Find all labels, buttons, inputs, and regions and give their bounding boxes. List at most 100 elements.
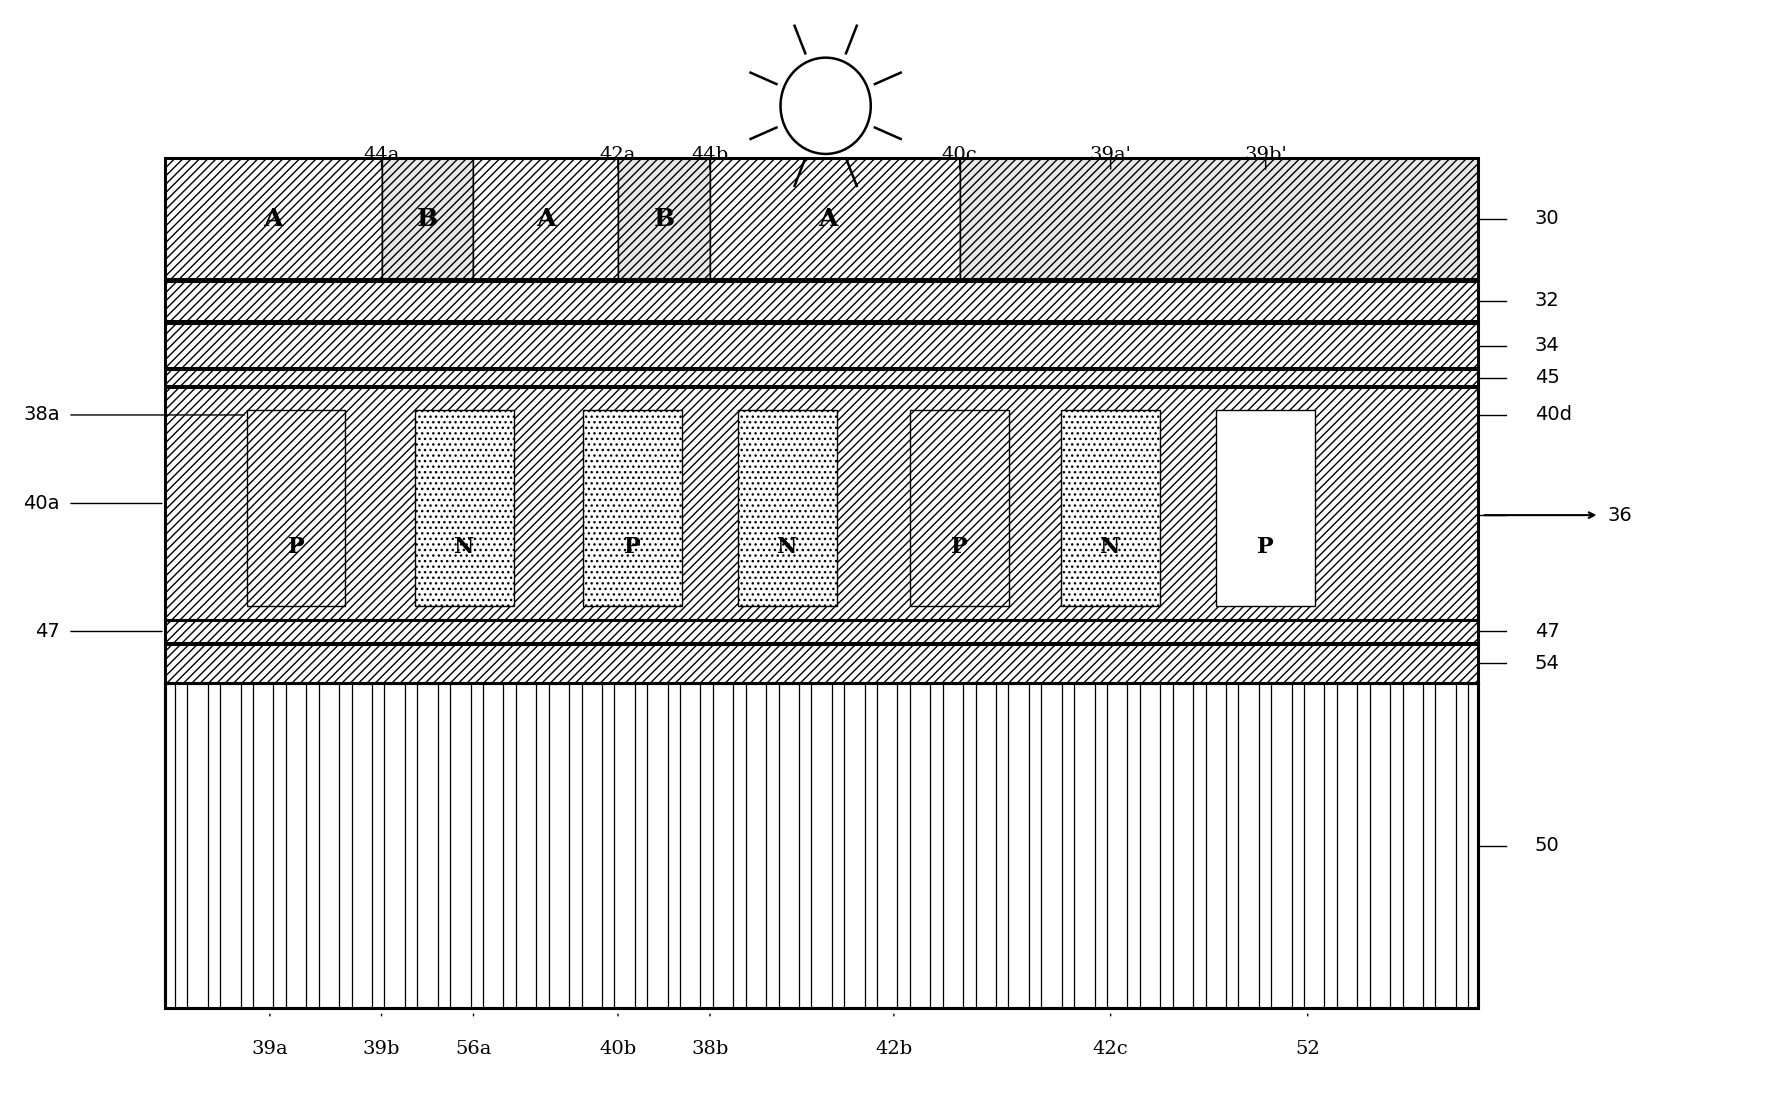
Bar — [1216, 410, 1315, 606]
Text: 44a: 44a — [364, 145, 399, 164]
Text: 47: 47 — [1535, 622, 1560, 640]
Bar — [831, 683, 844, 1008]
Bar — [1456, 683, 1469, 1008]
Text: 30: 30 — [1535, 209, 1560, 228]
Bar — [437, 683, 450, 1008]
Bar — [1259, 683, 1272, 1008]
Bar — [165, 683, 1479, 1008]
Bar — [405, 683, 417, 1008]
Bar — [536, 683, 548, 1008]
Text: 50: 50 — [1535, 836, 1560, 855]
Bar — [733, 683, 745, 1008]
Bar — [738, 410, 836, 606]
Text: N: N — [777, 537, 797, 559]
Text: 38b: 38b — [691, 1039, 729, 1058]
Text: 38a: 38a — [23, 406, 61, 424]
Bar — [503, 683, 516, 1008]
Text: P: P — [1257, 537, 1273, 559]
Bar — [373, 683, 385, 1008]
Bar — [584, 410, 682, 606]
Bar — [618, 158, 709, 279]
Text: 40b: 40b — [600, 1039, 636, 1058]
Bar — [1062, 683, 1075, 1008]
Text: P: P — [951, 537, 967, 559]
Bar — [165, 158, 381, 279]
Bar — [1094, 683, 1107, 1008]
Text: P: P — [623, 537, 641, 559]
Bar — [165, 387, 1479, 620]
Bar — [1062, 410, 1161, 606]
Bar — [165, 620, 1479, 643]
Bar — [668, 683, 681, 1008]
Bar — [709, 158, 960, 279]
Bar — [964, 683, 976, 1008]
Text: N: N — [455, 537, 475, 559]
Text: 39a: 39a — [251, 1039, 288, 1058]
Text: 56a: 56a — [455, 1039, 493, 1058]
Bar — [1225, 683, 1238, 1008]
Bar — [1324, 683, 1336, 1008]
Text: 39b': 39b' — [1245, 145, 1288, 164]
Text: 39b: 39b — [364, 1039, 399, 1058]
Text: 40c: 40c — [942, 145, 978, 164]
Bar — [700, 683, 713, 1008]
Bar — [1358, 683, 1370, 1008]
Text: P: P — [288, 537, 304, 559]
Text: A: A — [818, 207, 838, 231]
Text: 44b: 44b — [691, 145, 729, 164]
Bar — [1193, 683, 1205, 1008]
Bar — [1028, 683, 1041, 1008]
Text: 42a: 42a — [600, 145, 636, 164]
Text: A: A — [263, 207, 283, 231]
Bar — [165, 369, 1479, 386]
Bar — [1390, 683, 1402, 1008]
Bar — [165, 158, 1479, 279]
Text: 39a': 39a' — [1089, 145, 1132, 164]
Bar — [176, 683, 188, 1008]
Bar — [1161, 683, 1173, 1008]
Bar — [930, 683, 942, 1008]
Text: 47: 47 — [36, 622, 61, 640]
Bar — [247, 410, 346, 606]
Bar — [570, 683, 582, 1008]
Bar — [910, 410, 1008, 606]
Text: 45: 45 — [1535, 368, 1560, 387]
Text: 42b: 42b — [876, 1039, 912, 1058]
Bar — [996, 683, 1008, 1008]
Bar — [416, 410, 514, 606]
Bar — [240, 683, 253, 1008]
Text: 34: 34 — [1535, 336, 1560, 355]
Bar — [767, 683, 779, 1008]
Text: 36: 36 — [1608, 506, 1632, 525]
Bar — [338, 683, 351, 1008]
Bar — [1424, 683, 1435, 1008]
Bar — [473, 158, 618, 279]
Bar — [471, 683, 484, 1008]
Text: B: B — [654, 207, 675, 231]
Bar — [165, 644, 1479, 683]
Bar — [306, 683, 319, 1008]
Bar — [165, 281, 1479, 321]
Text: 40a: 40a — [23, 494, 61, 513]
Text: 52: 52 — [1295, 1039, 1320, 1058]
Bar — [865, 683, 878, 1008]
Text: 32: 32 — [1535, 292, 1560, 310]
Bar — [1291, 683, 1304, 1008]
Bar — [960, 158, 1479, 279]
Bar — [165, 683, 1479, 1008]
Text: N: N — [1100, 537, 1121, 559]
Bar — [381, 158, 473, 279]
Bar — [799, 683, 811, 1008]
Bar — [165, 324, 1479, 368]
Ellipse shape — [781, 58, 870, 154]
Text: 42c: 42c — [1093, 1039, 1128, 1058]
Text: 40d: 40d — [1535, 406, 1572, 424]
Bar — [634, 683, 647, 1008]
Bar — [1127, 683, 1139, 1008]
Text: A: A — [536, 207, 555, 231]
Bar — [274, 683, 287, 1008]
Bar — [897, 683, 910, 1008]
Bar — [602, 683, 614, 1008]
Text: B: B — [417, 207, 439, 231]
Bar — [208, 683, 220, 1008]
